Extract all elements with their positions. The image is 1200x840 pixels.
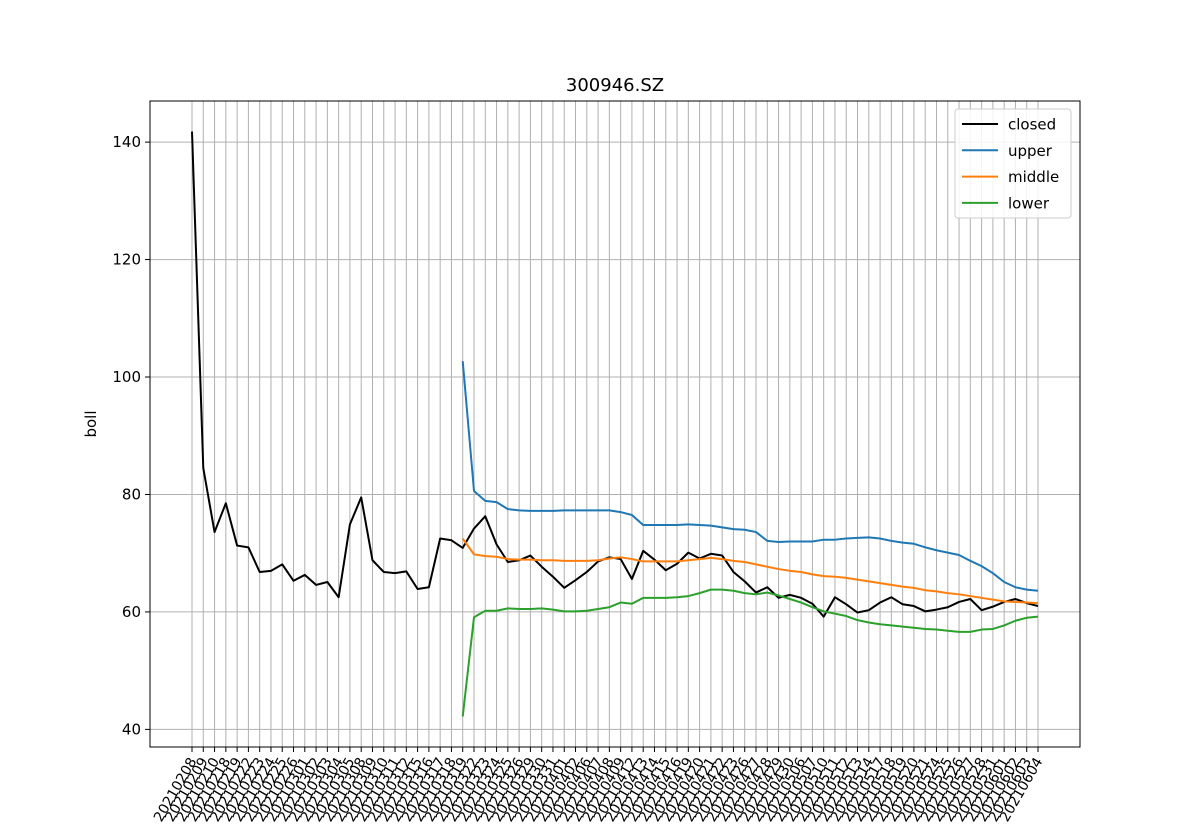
plot-frame	[149, 100, 1081, 748]
legend: closed upper middle lower	[954, 108, 1072, 219]
y-axis-label: boll	[82, 410, 100, 437]
legend-label-closed: closed	[1008, 116, 1056, 134]
series-line-upper	[461, 361, 1039, 592]
y-tick-label: 100	[112, 368, 141, 386]
y-tick-label: 140	[112, 133, 141, 151]
series-line-lower	[461, 588, 1039, 717]
legend-label-middle: middle	[1008, 168, 1059, 186]
series-lines	[191, 131, 1039, 717]
y-axis-ticks: 40 60 80 100 120 140	[112, 133, 150, 738]
y-tick-label: 80	[122, 485, 141, 503]
plot-area	[150, 101, 1080, 747]
legend-label-lower: lower	[1008, 194, 1050, 212]
y-tick-label: 120	[112, 251, 141, 269]
legend-box	[954, 108, 1072, 219]
chart-title: 300946.SZ	[566, 75, 664, 96]
series-line-middle	[461, 537, 1039, 605]
y-tick-label: 60	[122, 603, 141, 621]
y-tick-label: 40	[122, 720, 141, 738]
legend-label-upper: upper	[1008, 142, 1053, 160]
x-axis-ticks: 2021020820210209202102102021021820210219…	[151, 747, 1047, 825]
grid-lines	[150, 101, 1080, 747]
